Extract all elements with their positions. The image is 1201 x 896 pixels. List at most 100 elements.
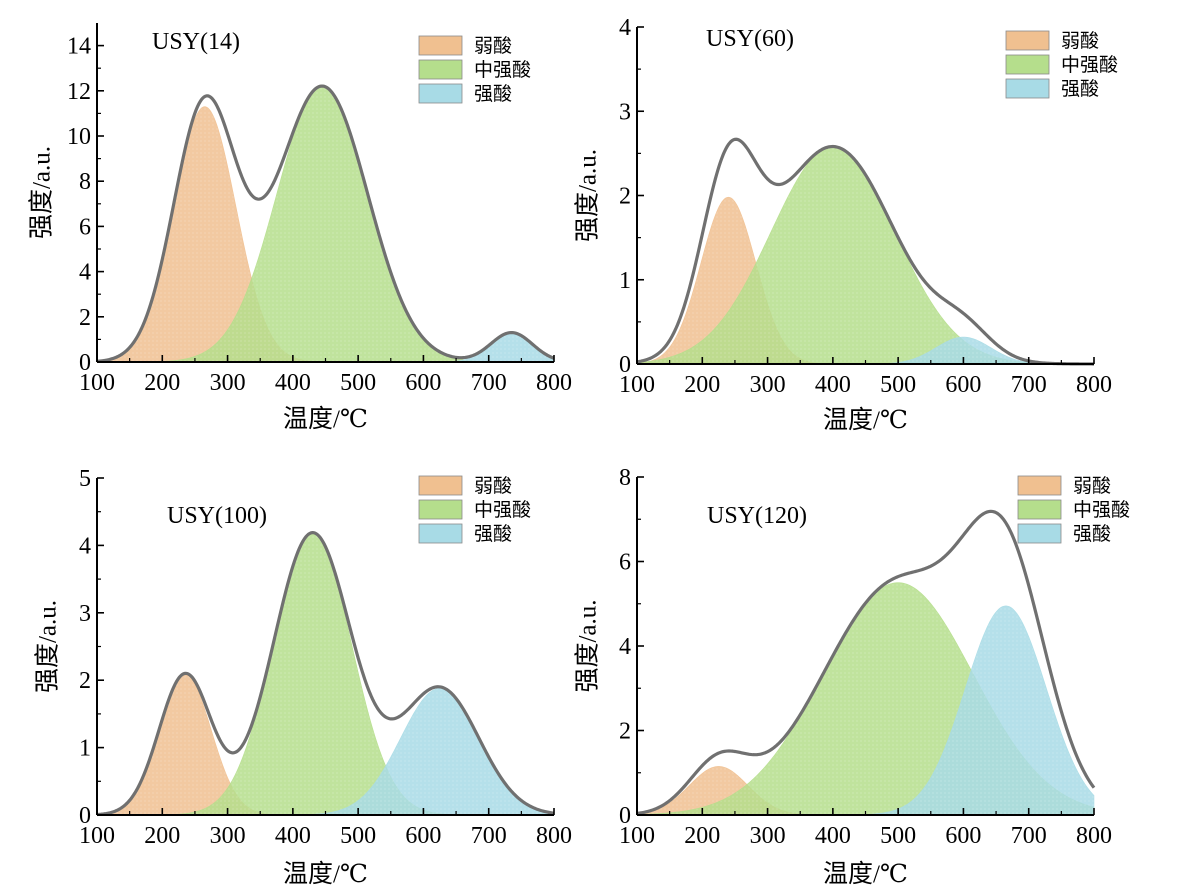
legend-swatch <box>1005 54 1050 75</box>
y-tick-label: 3 <box>619 99 631 125</box>
x-tick-label: 400 <box>815 823 851 849</box>
x-tick-label: 800 <box>1076 823 1112 849</box>
legend-label: 中强酸 <box>474 499 531 521</box>
chart-panel: 100 200 300 400 500 600 700 800 0 2 4 6 8 温度/℃ 强度/a.u.… <box>574 465 1130 888</box>
x-tick-label: 400 <box>275 823 311 849</box>
y-tick-label: 4 <box>79 260 91 286</box>
x-tick-label: 300 <box>210 823 246 849</box>
x-tick-label: 700 <box>471 823 507 849</box>
x-tick-label: 300 <box>750 372 786 398</box>
y-tick-label: 3 <box>79 601 91 627</box>
legend-label: 强酸 <box>1073 523 1111 545</box>
legend-swatch <box>1005 78 1050 99</box>
x-tick-label: 800 <box>536 370 572 396</box>
legend-swatch <box>418 523 463 544</box>
y-axis-title: 强度/a.u. <box>574 599 602 692</box>
y-axis-title: 强度/a.u. <box>34 600 62 693</box>
x-tick-label: 400 <box>275 370 311 396</box>
envelope-line <box>96 531 555 817</box>
envelope-line <box>636 509 1096 816</box>
legend-swatch <box>418 499 463 520</box>
y-tick-label: 5 <box>79 466 91 492</box>
x-tick-label: 600 <box>945 372 981 398</box>
envelope-line <box>636 137 1094 366</box>
y-tick-label: 4 <box>619 634 631 660</box>
y-tick-label: 0 <box>619 352 631 378</box>
x-tick-label: 700 <box>1011 823 1047 849</box>
x-tick-label: 500 <box>340 370 376 396</box>
envelope-line <box>96 84 555 363</box>
chart-title: USY(100) <box>167 503 267 529</box>
y-tick-label: 0 <box>619 803 631 829</box>
legend-swatch <box>1005 30 1050 51</box>
legend-label: 中强酸 <box>1073 499 1130 521</box>
legend-label: 强酸 <box>474 523 512 545</box>
x-tick-label: 200 <box>144 370 180 396</box>
y-tick-label: 2 <box>79 305 91 331</box>
legend-label: 弱酸 <box>1061 30 1099 52</box>
legend-label: 弱酸 <box>1073 475 1111 497</box>
legend-label: 强酸 <box>474 83 512 105</box>
x-tick-label: 400 <box>815 372 851 398</box>
y-tick-label: 6 <box>619 550 631 576</box>
x-tick-label: 300 <box>210 370 246 396</box>
legend-label: 中强酸 <box>474 59 531 81</box>
legend-swatch <box>1017 499 1062 520</box>
x-tick-label: 600 <box>405 370 441 396</box>
x-tick-label: 200 <box>144 823 180 849</box>
y-tick-label: 12 <box>67 79 91 105</box>
x-axis-title: 温度/℃ <box>823 860 908 888</box>
x-axis-title: 温度/℃ <box>283 860 368 888</box>
y-tick-label: 10 <box>67 124 91 150</box>
y-tick-label: 8 <box>79 169 91 195</box>
x-tick-label: 500 <box>880 823 916 849</box>
x-tick-label: 700 <box>471 370 507 396</box>
x-tick-label: 200 <box>684 823 720 849</box>
x-tick-label: 800 <box>1076 372 1112 398</box>
legend-swatch <box>418 475 463 496</box>
y-tick-label: 2 <box>619 184 631 210</box>
chart-title: USY(120) <box>707 503 807 529</box>
x-tick-label: 100 <box>619 372 655 398</box>
chart-panel: 100 200 300 400 500 600 700 800 0 2 4 6 8 10 12 14 温度/℃ 强… <box>28 23 572 433</box>
y-tick-label: 4 <box>619 15 631 41</box>
legend-label: 弱酸 <box>474 475 512 497</box>
chart-title: USY(14) <box>152 29 240 55</box>
x-axis-title: 温度/℃ <box>283 405 368 433</box>
x-tick-label: 100 <box>79 823 115 849</box>
x-axis-title: 温度/℃ <box>823 406 908 434</box>
y-axis-title: 强度/a.u. <box>574 149 602 242</box>
x-tick-label: 600 <box>945 823 981 849</box>
x-tick-label: 500 <box>880 372 916 398</box>
legend-swatch <box>1017 475 1062 496</box>
y-tick-label: 6 <box>79 214 91 240</box>
x-tick-label: 200 <box>684 372 720 398</box>
legend-label: 强酸 <box>1061 78 1099 100</box>
legend-swatch <box>418 35 463 56</box>
x-tick-label: 700 <box>1011 372 1047 398</box>
y-tick-label: 4 <box>79 533 91 559</box>
y-tick-label: 8 <box>619 465 631 491</box>
legend-swatch <box>418 59 463 80</box>
x-tick-label: 800 <box>536 823 572 849</box>
legend-label: 中强酸 <box>1061 54 1118 76</box>
legend-label: 弱酸 <box>474 35 512 57</box>
legend-swatch <box>418 83 463 104</box>
y-tick-label: 1 <box>619 268 631 294</box>
x-tick-label: 100 <box>619 823 655 849</box>
legend-swatch <box>1017 523 1062 544</box>
y-tick-label: 2 <box>79 668 91 694</box>
chart-panel: 100 200 300 400 500 600 700 800 0 1 2 3 4 5 温度/℃ 强度/a.u… <box>34 466 572 888</box>
y-tick-label: 0 <box>79 350 91 376</box>
x-tick-label: 500 <box>340 823 376 849</box>
y-tick-label: 1 <box>79 736 91 762</box>
chart-title: USY(60) <box>706 26 794 52</box>
y-axis-title: 强度/a.u. <box>28 146 56 239</box>
chart-panel: 100 200 300 400 500 600 700 800 0 1 2 3 4 温度/℃ 强度/a.u.… <box>574 15 1118 434</box>
y-tick-label: 2 <box>619 719 631 745</box>
